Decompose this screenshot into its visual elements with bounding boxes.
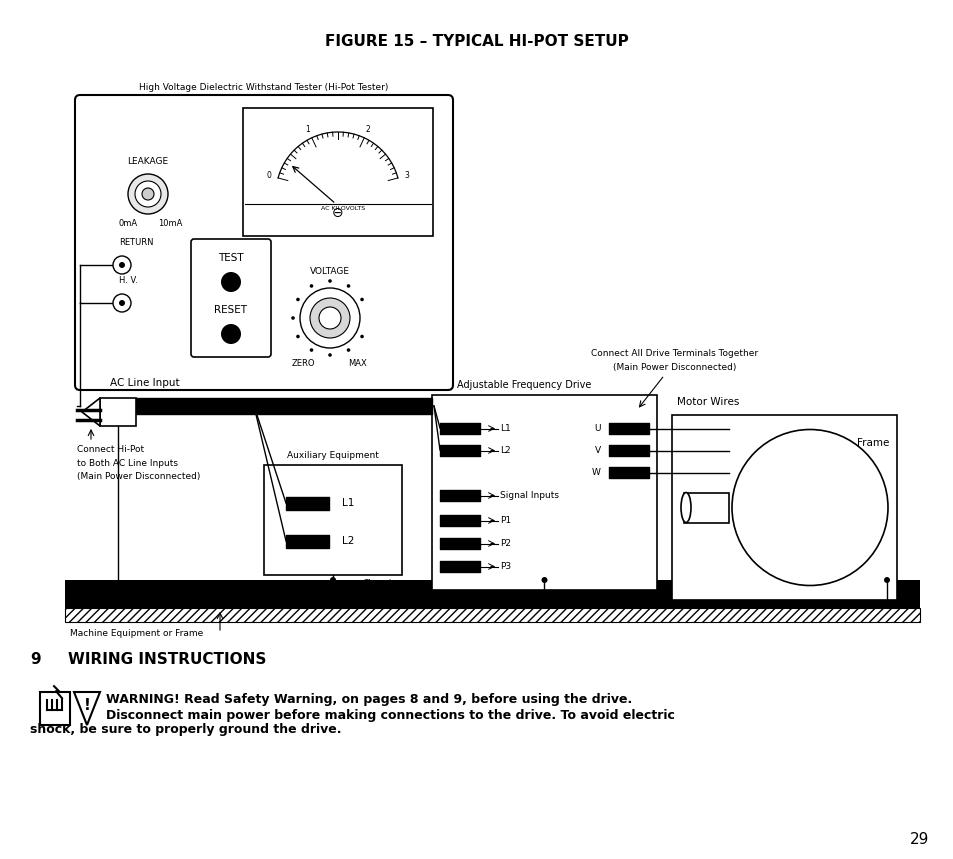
Bar (671, 415, 896, 600)
Text: VOLTAGE: VOLTAGE (310, 267, 350, 276)
Circle shape (291, 316, 294, 320)
Text: shock, be sure to properly ground the drive.: shock, be sure to properly ground the dr… (30, 723, 341, 736)
Circle shape (330, 577, 335, 583)
Text: L1: L1 (499, 424, 510, 433)
Text: 10mA: 10mA (157, 220, 182, 228)
Circle shape (346, 284, 350, 288)
Circle shape (295, 298, 299, 302)
Bar (65, 608, 919, 622)
Text: L2: L2 (499, 446, 510, 455)
Circle shape (310, 298, 350, 338)
Bar (40, 692, 70, 725)
Circle shape (541, 577, 547, 583)
Circle shape (731, 430, 887, 586)
Text: Frame: Frame (856, 438, 888, 448)
Bar (100, 398, 136, 426)
Text: L1: L1 (341, 498, 354, 509)
Text: 1: 1 (305, 125, 310, 134)
Text: P3: P3 (499, 562, 511, 571)
Polygon shape (82, 398, 100, 426)
Ellipse shape (680, 492, 690, 522)
Text: Machine Equipment or Frame: Machine Equipment or Frame (70, 630, 203, 638)
Circle shape (112, 294, 131, 312)
Text: P2: P2 (499, 539, 511, 548)
Text: AC Line Input: AC Line Input (110, 378, 179, 388)
Text: RESET: RESET (214, 305, 247, 315)
Text: U: U (594, 424, 600, 433)
Text: 0: 0 (267, 171, 272, 180)
Circle shape (310, 348, 313, 352)
Circle shape (360, 298, 363, 302)
Circle shape (346, 348, 350, 352)
Circle shape (299, 288, 359, 348)
Text: L2: L2 (341, 537, 354, 546)
Text: !: ! (84, 698, 91, 714)
Text: Disconnect main power before making connections to the drive. To avoid electric: Disconnect main power before making conn… (106, 709, 674, 722)
Circle shape (135, 181, 161, 207)
Text: TEST: TEST (218, 253, 244, 263)
Text: to Both AC Line Inputs: to Both AC Line Inputs (77, 459, 178, 467)
Text: V: V (595, 446, 600, 455)
Circle shape (360, 335, 363, 338)
Circle shape (119, 300, 125, 306)
Text: ⊖: ⊖ (332, 206, 343, 220)
Text: 0mA: 0mA (118, 220, 137, 228)
Text: High Voltage Dielectric Withstand Tester (Hi-Pot Tester): High Voltage Dielectric Withstand Tester… (139, 83, 388, 92)
Polygon shape (74, 692, 100, 725)
Text: ZERO: ZERO (291, 360, 314, 369)
FancyBboxPatch shape (191, 239, 271, 357)
Text: W: W (592, 468, 600, 477)
Text: FIGURE 15 – TYPICAL HI-POT SETUP: FIGURE 15 – TYPICAL HI-POT SETUP (325, 34, 628, 50)
Text: 9: 9 (30, 653, 41, 667)
Text: P1: P1 (499, 516, 511, 525)
Text: AC KILOVOLTS: AC KILOVOLTS (320, 205, 365, 210)
Circle shape (119, 262, 125, 268)
Text: 3: 3 (404, 171, 409, 180)
Circle shape (221, 272, 241, 292)
Text: Connect All Drive Terminals Together: Connect All Drive Terminals Together (590, 349, 758, 358)
Text: Signal Inputs: Signal Inputs (499, 491, 558, 500)
Text: WIRING INSTRUCTIONS: WIRING INSTRUCTIONS (68, 653, 266, 667)
Bar (243, 108, 433, 236)
Circle shape (318, 307, 340, 329)
Circle shape (128, 174, 168, 214)
Text: RETURN: RETURN (119, 238, 153, 247)
Circle shape (310, 284, 313, 288)
Text: 29: 29 (909, 832, 929, 848)
Text: 2: 2 (365, 125, 370, 134)
Circle shape (295, 335, 299, 338)
FancyBboxPatch shape (75, 95, 453, 390)
Text: Motor Wires: Motor Wires (677, 397, 739, 407)
Text: LEAKAGE: LEAKAGE (128, 157, 169, 166)
Bar (432, 395, 657, 590)
Circle shape (112, 256, 131, 274)
Text: H. V.: H. V. (119, 276, 137, 285)
Bar (683, 492, 728, 522)
Text: (Main Power Disconnected): (Main Power Disconnected) (77, 472, 200, 480)
Bar (65, 580, 919, 608)
Circle shape (328, 279, 332, 283)
Bar (264, 465, 401, 575)
Text: Connect Hi-Pot: Connect Hi-Pot (77, 446, 144, 454)
Text: (Main Power Disconnected): (Main Power Disconnected) (612, 363, 736, 372)
Text: MAX: MAX (348, 360, 367, 369)
Circle shape (142, 188, 153, 200)
Text: Chassis: Chassis (527, 594, 561, 602)
Circle shape (328, 353, 332, 356)
Circle shape (883, 577, 889, 583)
Text: WARNING! Read Safety Warning, on pages 8 and 9, before using the drive.: WARNING! Read Safety Warning, on pages 8… (106, 693, 632, 706)
Text: Auxiliary Equipment: Auxiliary Equipment (287, 451, 378, 460)
Text: Chassis: Chassis (363, 578, 396, 588)
Text: Adjustable Frequency Drive: Adjustable Frequency Drive (456, 380, 591, 390)
Circle shape (221, 324, 241, 344)
